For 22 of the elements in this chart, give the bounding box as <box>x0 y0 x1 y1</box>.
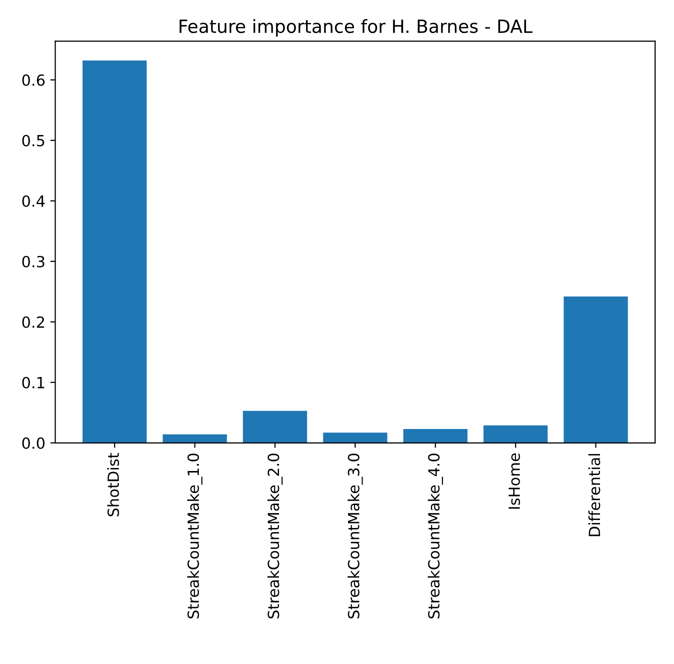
x-tick-label: StreakCountMake_2.0 <box>267 454 283 618</box>
y-tick-label: 0.1 <box>22 376 44 388</box>
bar <box>162 434 227 443</box>
bar <box>403 428 468 443</box>
y-tick-label: 0.3 <box>22 256 44 268</box>
x-tick-label: ShotDist <box>107 452 120 516</box>
bar <box>323 432 388 443</box>
chart-title: Feature importance for H. Barnes - DAL <box>180 19 532 37</box>
y-tick-label: 0.6 <box>22 74 45 86</box>
x-tick-label: IsHome <box>508 453 520 509</box>
bar <box>242 410 308 443</box>
y-tick-label: 0.2 <box>22 316 44 328</box>
y-tick-label: 0.4 <box>22 195 45 207</box>
y-tick-label: 0.0 <box>22 437 45 449</box>
bar <box>484 425 548 443</box>
y-tick-label: 0.5 <box>22 134 44 146</box>
x-tick-label: StreakCountMake_1.0 <box>187 454 202 618</box>
bar <box>564 296 628 443</box>
x-tick-label: StreakCountMake_3.0 <box>348 454 363 618</box>
x-tick-label: StreakCountMake_4.0 <box>428 454 443 618</box>
x-tick-label: Differential <box>588 454 600 536</box>
bar <box>82 60 147 443</box>
